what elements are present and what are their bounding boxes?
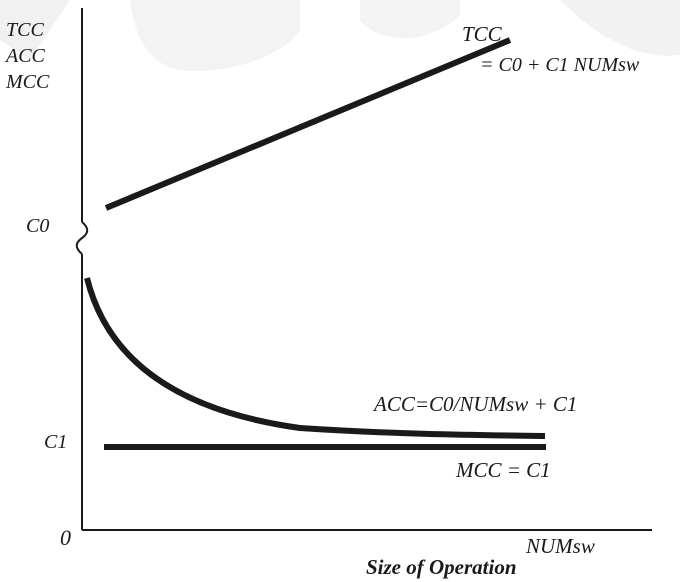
c1-marker: C1 xyxy=(44,431,68,453)
tcc-line xyxy=(104,37,512,211)
tcc-curve-name: TCC xyxy=(462,22,502,46)
background-watermark xyxy=(0,0,680,71)
acc-curve xyxy=(84,277,546,439)
y-axis-break xyxy=(75,221,89,255)
y-label-acc: ACC xyxy=(6,45,45,67)
y-label-mcc: MCC xyxy=(6,71,50,93)
mcc-equation: MCC = C1 xyxy=(456,458,551,482)
x-axis-variable: NUMsw xyxy=(526,534,595,558)
tcc-equation: = C0 + C1 NUMsw xyxy=(480,54,640,76)
c0-marker: C0 xyxy=(26,215,50,237)
origin-marker: 0 xyxy=(60,525,71,550)
x-axis-title: Size of Operation xyxy=(366,555,517,579)
acc-equation: ACC=C0/NUMsw + C1 xyxy=(374,392,578,416)
y-label-tcc: TCC xyxy=(6,19,44,41)
